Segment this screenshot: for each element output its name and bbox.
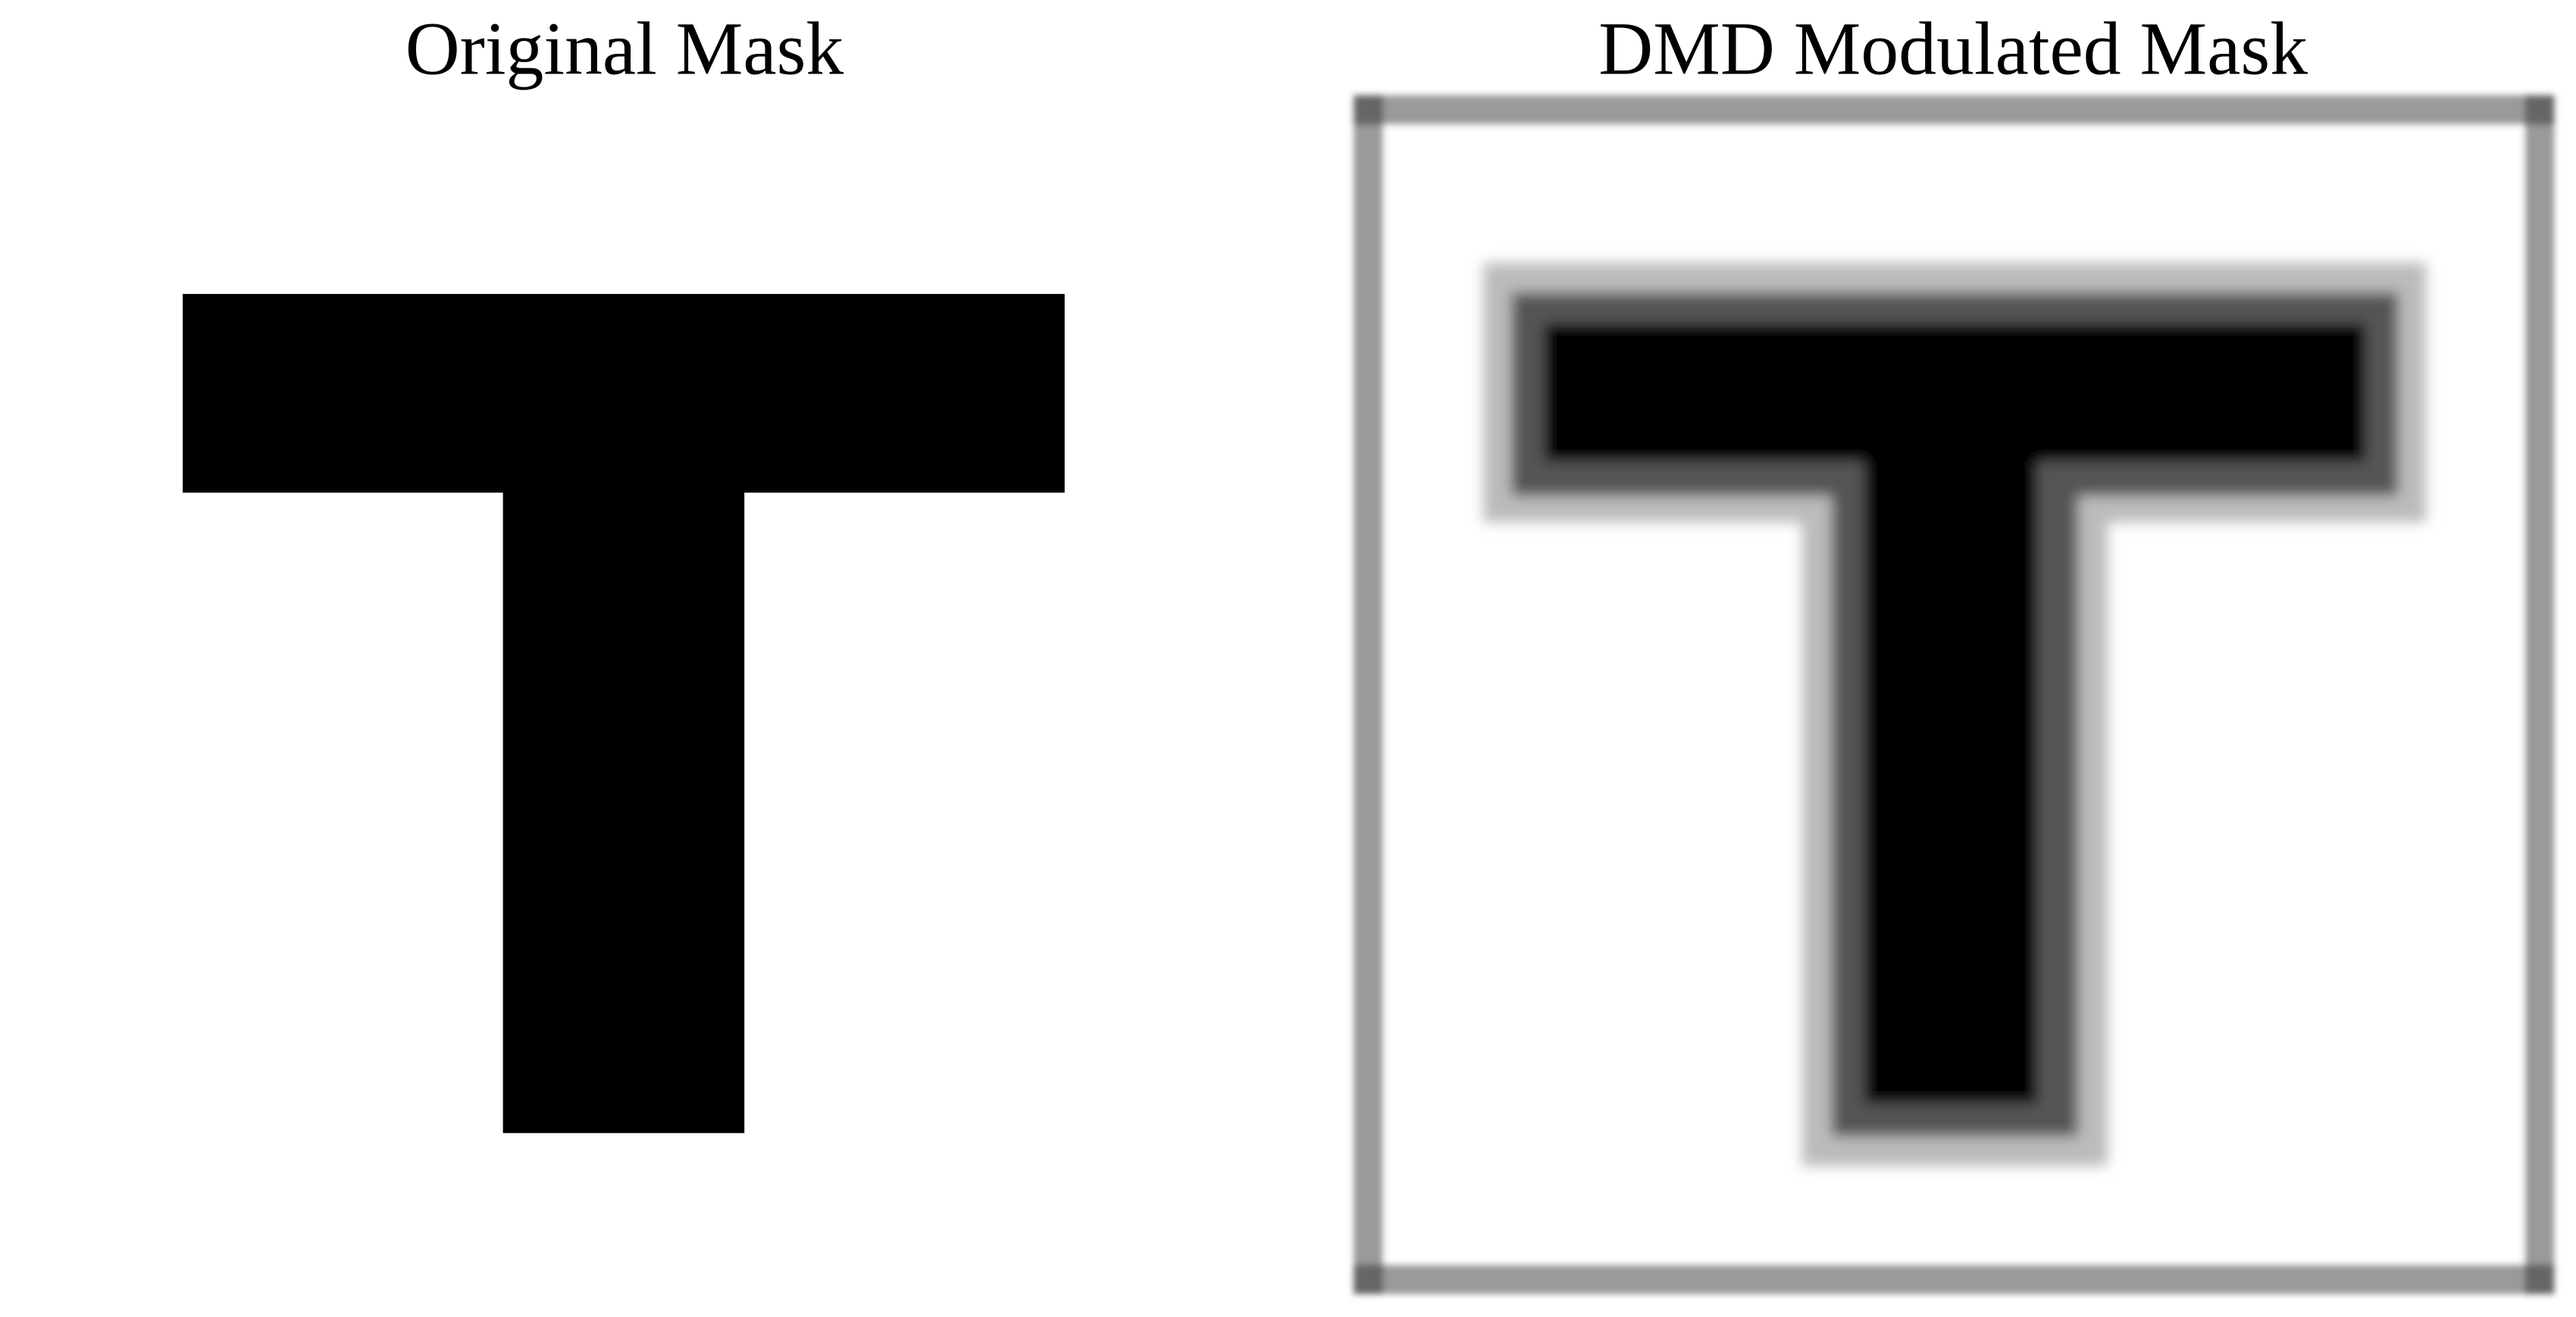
panel-original: Original Mask — [183, 7, 1065, 1134]
panel-title: DMD Modulated Mask — [1598, 7, 2308, 91]
modulated-t — [1483, 262, 2427, 1166]
panel-title: Original Mask — [405, 7, 844, 91]
mask-t — [183, 293, 1065, 1134]
panel-modulated: DMD Modulated Mask — [1354, 7, 2555, 1294]
